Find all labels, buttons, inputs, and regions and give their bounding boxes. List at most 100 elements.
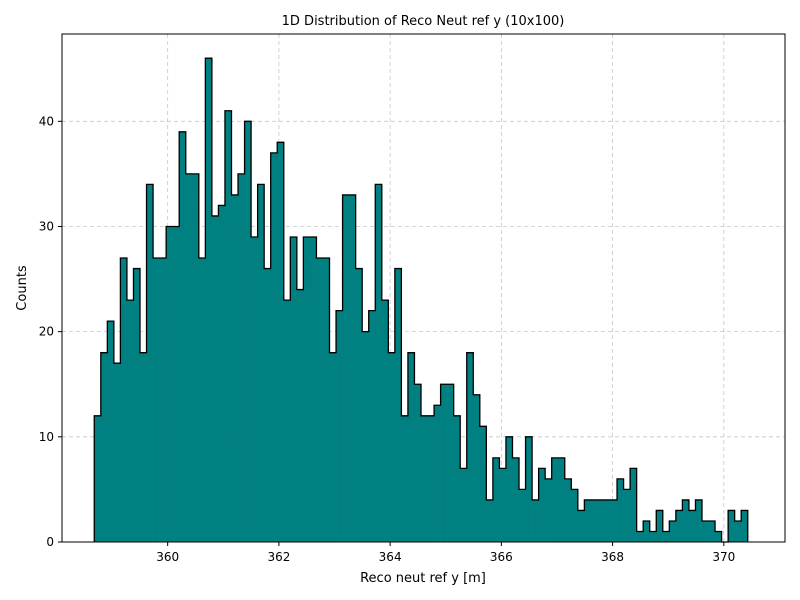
y-tick-label: 10 — [39, 430, 54, 444]
histogram-bar — [695, 499, 703, 542]
histogram-bar — [394, 268, 402, 542]
histogram-bar — [218, 205, 226, 542]
histogram-bar — [329, 352, 337, 542]
chart-title: 1D Distribution of Reco Neut ref y (10x1… — [282, 14, 565, 29]
histogram-bar — [388, 352, 396, 542]
histogram-bar — [166, 226, 173, 542]
histogram-bar — [349, 194, 356, 542]
histogram-bar — [185, 173, 193, 542]
histogram-bar — [257, 184, 265, 542]
x-tick-label: 368 — [601, 550, 624, 564]
histogram-bar — [303, 236, 311, 542]
histogram-bar — [741, 510, 749, 542]
histogram-bar — [617, 478, 624, 542]
histogram-bar — [420, 415, 428, 542]
histogram-bar — [322, 258, 330, 542]
y-tick-label: 40 — [39, 114, 54, 128]
histogram-bar — [610, 499, 618, 542]
histogram-bar — [172, 226, 180, 542]
histogram-bar — [623, 489, 631, 542]
histogram-bar — [551, 457, 559, 542]
histogram-bar — [519, 489, 526, 542]
histogram-bar — [251, 236, 258, 542]
histogram-bar — [179, 131, 187, 542]
histogram-bar — [309, 236, 317, 542]
y-tick-label: 30 — [39, 219, 54, 233]
histogram-bar — [120, 258, 128, 542]
histogram-bar — [453, 415, 461, 542]
histogram-bar — [466, 352, 474, 542]
histogram-outline — [93, 57, 749, 543]
x-tick-label: 360 — [156, 550, 179, 564]
histogram-bar — [590, 499, 598, 542]
histogram-bar — [643, 520, 651, 542]
histogram-bar — [577, 510, 585, 542]
x-tick-label: 362 — [267, 550, 290, 564]
histogram-bar — [133, 268, 141, 542]
histogram-bar — [205, 58, 213, 542]
histogram-bar — [597, 499, 605, 542]
histogram-bar — [355, 268, 363, 542]
histogram-bar — [126, 300, 134, 542]
histogram-bar — [140, 352, 147, 542]
histogram-bar — [675, 510, 683, 542]
y-axis-label: Counts — [15, 265, 30, 311]
histogram-bar — [525, 436, 533, 542]
histogram-bar — [316, 258, 324, 542]
histogram-bar — [545, 478, 552, 542]
histogram-bar — [192, 173, 200, 542]
histogram-bar — [211, 215, 219, 542]
histogram-bar — [342, 194, 350, 542]
histogram-bar — [407, 352, 415, 542]
histogram-bar — [532, 499, 539, 542]
histogram-bar — [505, 436, 513, 542]
histogram-bar — [434, 405, 441, 542]
histogram-bar — [224, 110, 232, 542]
histogram-bar — [499, 468, 507, 542]
histogram-bar — [492, 457, 500, 542]
histogram-bar — [564, 478, 572, 542]
histogram-bar — [270, 152, 278, 542]
x-axis-ticks: 360 362 364 366 368 370 — [156, 542, 735, 564]
histogram-bar — [460, 468, 468, 542]
histogram-bar — [708, 520, 716, 542]
histogram-bar — [368, 310, 376, 542]
x-tick-label: 366 — [490, 550, 513, 564]
histogram-bar — [159, 258, 167, 542]
histogram-bar — [107, 321, 115, 542]
histogram-bar — [231, 194, 239, 542]
histogram-bar — [94, 415, 102, 542]
histogram-bar — [734, 520, 742, 542]
x-axis-label: Reco neut ref y [m] — [360, 571, 486, 586]
histogram-bar — [538, 468, 546, 542]
histogram-bars — [93, 57, 749, 543]
histogram-bar — [375, 184, 383, 542]
y-tick-label: 20 — [39, 325, 54, 339]
histogram-bar — [688, 510, 696, 542]
histogram-bar — [669, 520, 677, 542]
histogram-bar — [649, 531, 657, 542]
histogram-bar — [100, 352, 108, 542]
histogram-bar — [512, 457, 520, 542]
y-axis-ticks: 0 10 20 30 40 — [39, 114, 62, 549]
histogram-bar — [656, 510, 664, 542]
histogram-bar — [362, 331, 370, 542]
histogram-bar — [283, 300, 291, 542]
histogram-bar — [630, 468, 637, 542]
histogram-bar — [440, 384, 448, 542]
histogram-bar — [153, 258, 160, 542]
histogram-bar — [427, 415, 435, 542]
histogram-bar — [296, 289, 304, 542]
histogram-bar — [277, 142, 285, 542]
histogram-bar — [682, 499, 690, 542]
plot-frame — [61, 33, 786, 543]
histogram-bar — [473, 394, 481, 542]
histogram-bar — [715, 531, 722, 542]
histogram-bar — [447, 384, 454, 542]
histogram-bar — [198, 258, 206, 542]
histogram-bar — [113, 363, 121, 542]
histogram-bar — [238, 173, 245, 542]
histogram-bar — [662, 531, 670, 542]
histogram-bar — [146, 184, 154, 542]
